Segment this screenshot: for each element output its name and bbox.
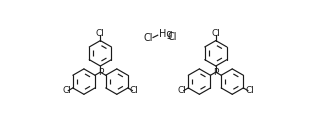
Text: Cl: Cl: [144, 33, 153, 43]
Text: Cl: Cl: [177, 86, 187, 95]
Text: Hg: Hg: [159, 29, 173, 39]
Text: Cl: Cl: [245, 86, 254, 95]
Text: Cl: Cl: [211, 29, 220, 38]
Text: Cl: Cl: [167, 32, 177, 42]
Text: Cl: Cl: [130, 86, 139, 95]
Text: Cl: Cl: [62, 86, 71, 95]
Text: P: P: [98, 68, 103, 77]
Text: Cl: Cl: [96, 29, 105, 38]
Text: P: P: [213, 68, 218, 77]
